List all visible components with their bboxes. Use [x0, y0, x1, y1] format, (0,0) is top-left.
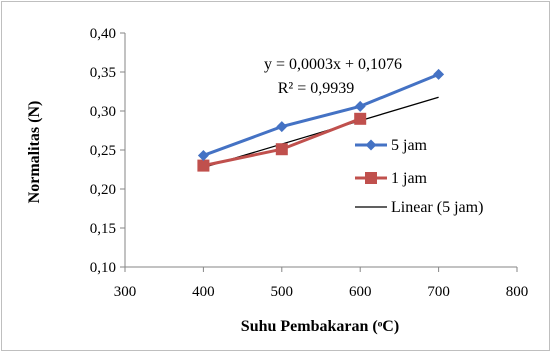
x-tick-label: 700: [427, 284, 450, 300]
r-squared-label: R² = 0,9939: [278, 80, 355, 97]
x-tick-label: 800: [506, 284, 529, 300]
trendline-equation: y = 0,0003x + 0,1076: [264, 56, 402, 73]
trendline: [203, 96, 439, 169]
x-axis-ticks: 300 400 500 600 700 800: [114, 267, 529, 300]
y-axis-ticks: 0,10 0,15 0,20 0,25 0,30 0,35 0,40: [90, 26, 125, 276]
legend-label: Linear (5 jam): [391, 199, 483, 216]
y-tick-label: 0,30: [90, 104, 116, 120]
y-axis-title: Normalitas (N): [26, 101, 43, 204]
legend-marker: [365, 172, 377, 184]
data-point-1-jam: [354, 112, 367, 125]
data-point-5-jam: [354, 100, 366, 112]
x-tick-label: 300: [114, 284, 137, 300]
data-point-5-jam: [276, 121, 288, 133]
series-layer: [197, 68, 445, 172]
x-axis-title: Suhu Pembakaran (ᵒC): [241, 318, 399, 335]
legend-label: 1 jam: [391, 170, 428, 187]
y-tick-label: 0,15: [90, 221, 116, 237]
trendline-layer: [203, 96, 439, 169]
data-point-5-jam: [433, 68, 445, 80]
x-tick-label: 500: [271, 284, 294, 300]
data-point-5-jam: [197, 149, 209, 161]
y-tick-label: 0,40: [90, 26, 116, 42]
legend-label: 5 jam: [391, 137, 428, 154]
x-tick-label: 600: [349, 284, 372, 300]
series-line-5-jam: [202, 72, 440, 157]
y-tick-label: 0,10: [90, 260, 116, 276]
x-tick-label: 400: [192, 284, 215, 300]
legend: 5 jam 1 jam Linear (5 jam): [355, 137, 483, 216]
y-tick-label: 0,25: [90, 143, 116, 159]
data-point-1-jam: [275, 143, 288, 156]
y-tick-label: 0,20: [90, 182, 116, 198]
y-tick-label: 0,35: [90, 65, 116, 81]
legend-marker: [365, 139, 377, 151]
data-point-1-jam: [197, 159, 210, 172]
